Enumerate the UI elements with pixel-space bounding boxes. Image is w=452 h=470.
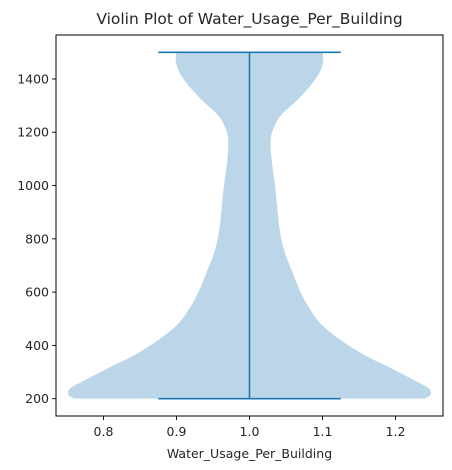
y-tick-label: 400 xyxy=(25,338,49,353)
chart-title: Violin Plot of Water_Usage_Per_Building xyxy=(96,10,402,29)
x-tick-label: 1.0 xyxy=(240,424,260,439)
x-axis-title: Water_Usage_Per_Building xyxy=(167,446,332,461)
plot-area xyxy=(68,51,431,400)
x-tick-label: 0.9 xyxy=(167,424,187,439)
x-axis: 0.8 0.9 1.0 1.1 1.2 xyxy=(94,416,406,439)
y-axis: 200 400 600 800 1000 1200 1400 xyxy=(17,71,56,406)
x-tick-label: 0.8 xyxy=(94,424,114,439)
y-tick-label: 200 xyxy=(25,391,49,406)
y-tick-label: 1200 xyxy=(17,125,49,140)
y-tick-label: 1000 xyxy=(17,178,49,193)
y-tick-label: 600 xyxy=(25,285,49,300)
x-tick-label: 1.1 xyxy=(313,424,333,439)
plot-frame xyxy=(55,34,444,417)
y-tick-label: 800 xyxy=(25,231,49,246)
y-tick-label: 1400 xyxy=(17,71,49,86)
x-tick-label: 1.2 xyxy=(386,424,406,439)
